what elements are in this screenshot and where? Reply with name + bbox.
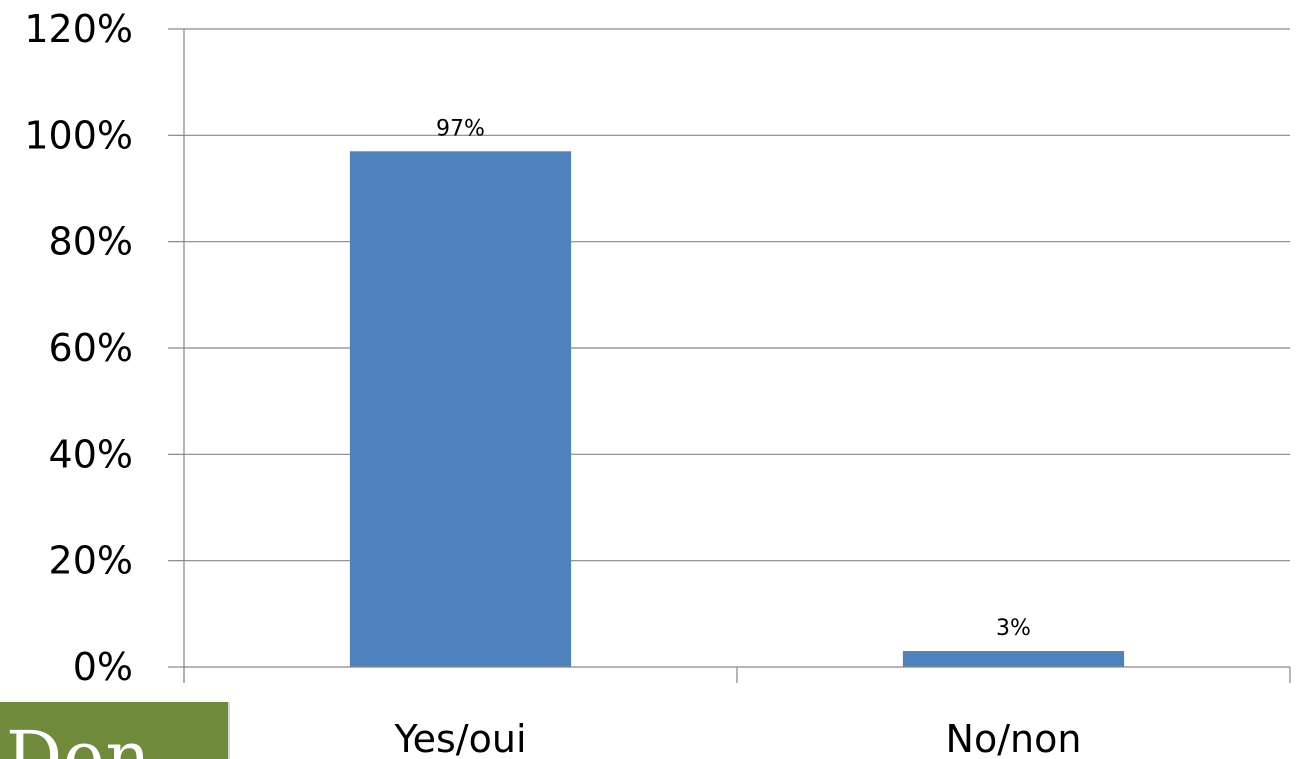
bar xyxy=(902,651,1125,667)
y-tick-label: 0% xyxy=(73,645,133,689)
y-tick-label: 40% xyxy=(49,432,133,476)
y-tick-label: 60% xyxy=(49,326,133,370)
x-category-label: Yes/oui xyxy=(393,717,526,759)
y-tick-label: 20% xyxy=(49,539,133,583)
data-label: 3% xyxy=(996,616,1031,641)
x-category-label: No/non xyxy=(946,717,1082,759)
data-label: 97% xyxy=(436,116,485,141)
logo: Den xyxy=(0,702,230,759)
bars xyxy=(349,151,1125,668)
y-tick-label: 100% xyxy=(24,113,133,157)
axes xyxy=(168,28,1291,683)
bar xyxy=(349,151,572,668)
y-tick-label: 80% xyxy=(49,220,133,264)
logo-text: Den xyxy=(6,716,152,759)
labels: 0% 20% 40% 60% 80% 100% 120% 97% Yes/oui 3% No/non xyxy=(24,7,1081,759)
y-tick-label: 120% xyxy=(24,7,133,51)
